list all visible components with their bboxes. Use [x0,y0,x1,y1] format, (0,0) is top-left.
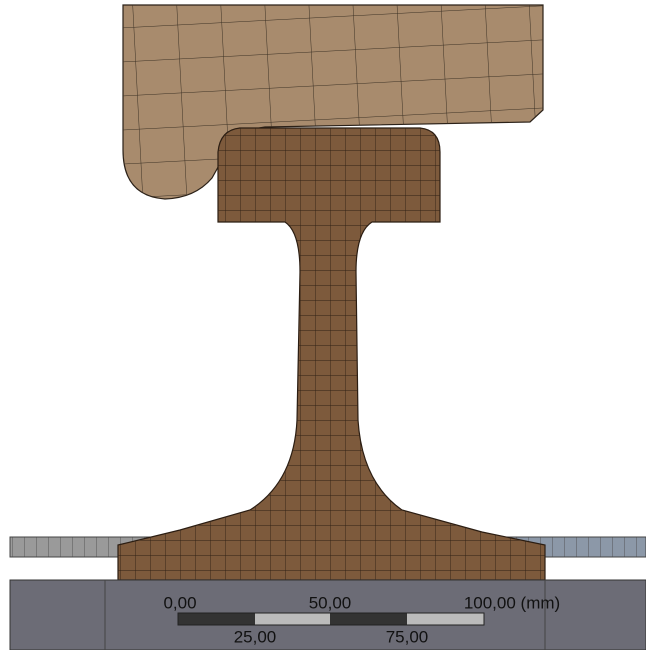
scale-label: 75,00 [386,627,429,646]
scale-label: 100,00 (mm) [464,593,560,612]
scale-label: 50,00 [309,593,352,612]
scale-bar [178,613,484,625]
scale-label: 0,00 [163,593,196,612]
mesh-view: 0,00 50,00 100,00 (mm) 25,00 75,00 [0,0,646,650]
scale-label: 25,00 [234,627,277,646]
